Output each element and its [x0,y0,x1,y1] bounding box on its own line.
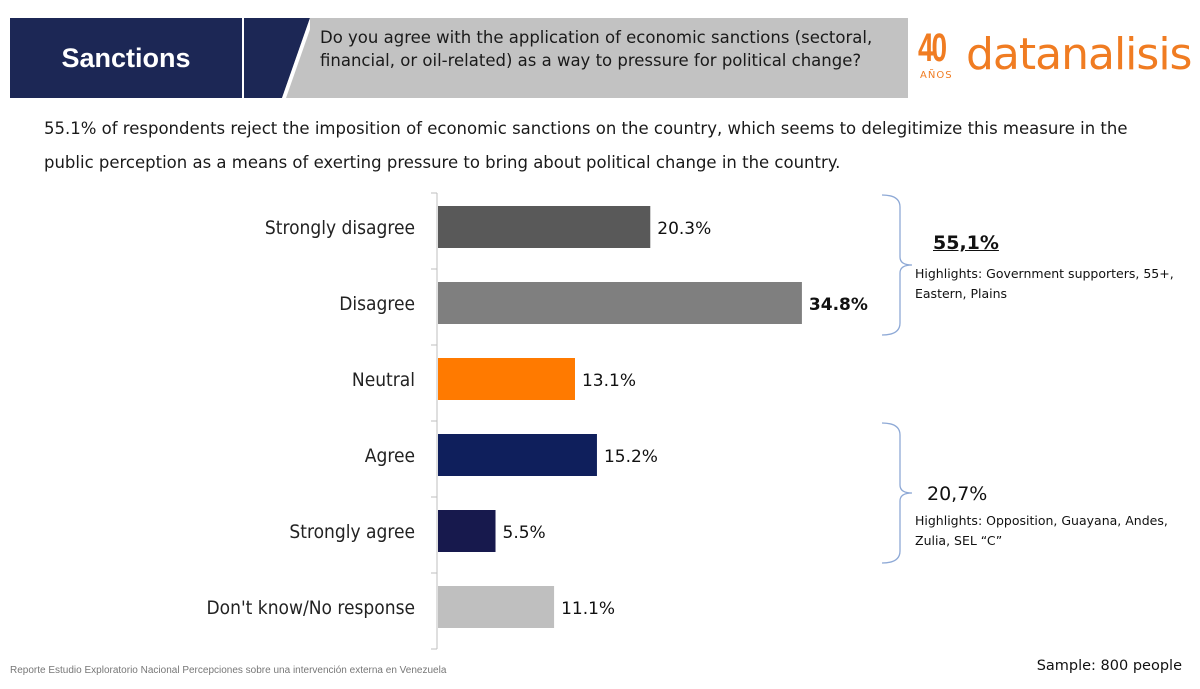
header: Sanctions Do you agree with the applicat… [0,0,1200,100]
section-title: Sanctions [61,42,191,73]
value-label: 5.5% [503,523,546,543]
group-bracket [881,422,913,564]
category-label: Strongly disagree [265,217,415,239]
value-label: 15.2% [604,447,658,467]
summary-text: 55.1% of respondents reject the impositi… [44,119,1128,172]
group-bracket [881,194,913,336]
logo-anniversary-number: 40 [918,26,947,70]
value-label: 20.3% [657,219,711,239]
category-label: Disagree [339,293,415,315]
bar-agree [438,434,597,476]
group-disagree-highlights: Highlights: Government supporters, 55+, … [915,266,1174,301]
group-disagree-total: 55,1% [933,232,999,254]
bar-disagree [438,282,802,324]
header-slant-divider [244,18,310,98]
group-agree-total: 20,7% [927,483,988,505]
category-label: Agree [365,445,415,467]
logo-anniversary-years: AÑOS [920,70,953,81]
bar-don-t-know-no-response [438,586,555,628]
value-label: 13.1% [582,371,636,391]
category-label: Strongly agree [289,521,415,543]
header-grey-block [244,18,908,98]
survey-question: Do you agree with the application of eco… [320,28,873,70]
chart-bars: Strongly disagree 20.3% Disagree 34.8% Neutr… [207,206,868,628]
datanalisis-logo: 40 AÑOS datanalisis [914,22,1194,90]
bar-strongly-disagree [438,206,651,248]
source-footnote: Reporte Estudio Exploratorio Nacional Pe… [10,665,447,676]
group-agree-highlights: Highlights: Opposition, Guayana, Andes, … [915,513,1168,548]
header-navy-block [10,18,242,98]
bar-neutral [438,358,575,400]
sample-size: Sample: 800 people [1036,658,1182,674]
value-label: 11.1% [561,599,615,619]
category-label: Don't know/No response [207,597,415,619]
chart-brackets [881,194,913,564]
bar-strongly-agree [438,510,496,552]
chart-axis [431,192,438,650]
bar-chart: Strongly disagree 20.3% Disagree 34.8% Neutr… [207,192,913,650]
category-label: Neutral [352,369,415,391]
logo-wordmark: datanalisis [966,29,1192,80]
value-label: 34.8% [809,295,868,315]
